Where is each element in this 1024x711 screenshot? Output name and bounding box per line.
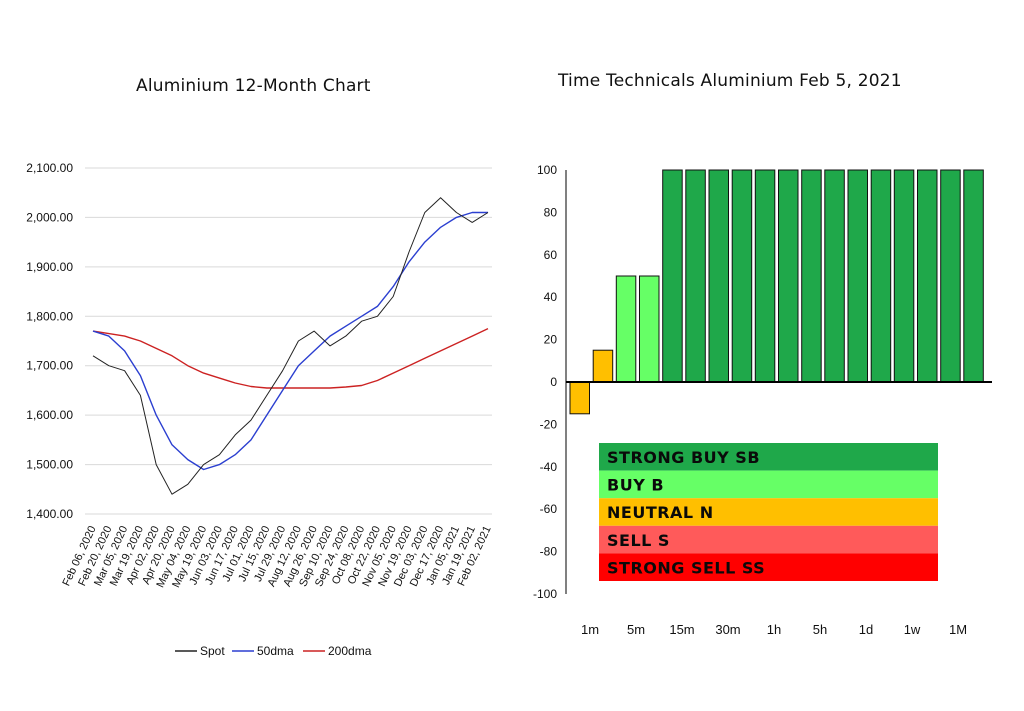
signal-bar: [893, 169, 915, 383]
y-tick-label: 40: [544, 290, 558, 304]
y-tick-label: -40: [540, 460, 558, 474]
legend-label-spot: Spot: [200, 644, 225, 658]
signal-bar: [615, 275, 637, 383]
legend-label-200dma: 200dma: [328, 644, 372, 658]
y-tick-label: 1,500.00: [26, 458, 73, 472]
left-chart-title: Aluminium 12-Month Chart: [136, 76, 371, 96]
signal-bar: [940, 169, 961, 383]
signal-legend-row-buy: [599, 470, 938, 499]
signal-legend-label: SELL S: [607, 531, 670, 550]
signal-legend-label: STRONG BUY SB: [607, 448, 760, 467]
legend-label-50dma: 50dma: [257, 644, 294, 658]
y-tick-label: 1,600.00: [26, 408, 73, 422]
category-label: 1m: [581, 622, 599, 637]
signal-bar: [754, 169, 776, 383]
category-label: 5h: [813, 622, 827, 637]
y-tick-label: 1,700.00: [26, 359, 73, 373]
y-tick-label: 1,900.00: [26, 260, 73, 274]
signal-legend-row-neutral: [599, 498, 938, 526]
category-label: 1w: [904, 622, 921, 637]
y-tick-label: -60: [540, 502, 558, 516]
signal-bar: [569, 381, 590, 415]
y-tick-label: 20: [544, 333, 558, 347]
signal-legend-row-strong-sell: [599, 553, 938, 581]
signal-bar: [708, 169, 729, 383]
signal-bar: [662, 169, 683, 383]
signal-bar: [847, 169, 868, 383]
signal-bar: [731, 169, 753, 383]
signal-bar: [917, 169, 938, 383]
signal-bar: [870, 169, 892, 383]
category-label: 15m: [669, 622, 694, 637]
signal-bar: [639, 275, 660, 383]
signal-legend-label: BUY B: [607, 476, 664, 495]
y-tick-label: -100: [533, 587, 557, 601]
signal-legend-row-strong-buy: [599, 443, 938, 471]
y-tick-label: 80: [544, 205, 558, 219]
y-tick-label: -20: [540, 417, 558, 431]
y-tick-label: 60: [544, 248, 558, 262]
category-label: 5m: [627, 622, 645, 637]
series-line-50dma: [92, 211, 488, 471]
signal-legend-row-sell: [599, 525, 938, 554]
y-tick-label: -80: [540, 545, 558, 559]
y-tick-label: 1,800.00: [26, 309, 73, 323]
category-label: 1d: [859, 622, 873, 637]
signal-bar: [824, 169, 845, 383]
right-chart-title: Time Technicals Aluminium Feb 5, 2021: [558, 71, 902, 91]
y-tick-label: 0: [550, 375, 557, 389]
signal-legend-label: NEUTRAL N: [607, 503, 714, 522]
signal-bar: [801, 169, 822, 383]
y-tick-label: 100: [537, 163, 557, 177]
y-tick-label: 2,100.00: [26, 161, 73, 175]
y-tick-label: 1,400.00: [26, 507, 73, 521]
signal-bar: [592, 349, 614, 383]
category-label: 30m: [715, 622, 740, 637]
category-label: 1h: [767, 622, 781, 637]
signal-legend-label: STRONG SELL SS: [607, 558, 765, 577]
y-tick-label: 2,000.00: [26, 210, 73, 224]
signal-bar: [963, 169, 984, 383]
signal-bar: [778, 169, 799, 383]
series-line-spot: [92, 197, 489, 495]
category-label: 1M: [949, 622, 967, 637]
series-line-200dma: [92, 327, 489, 389]
signal-bar: [685, 169, 706, 383]
